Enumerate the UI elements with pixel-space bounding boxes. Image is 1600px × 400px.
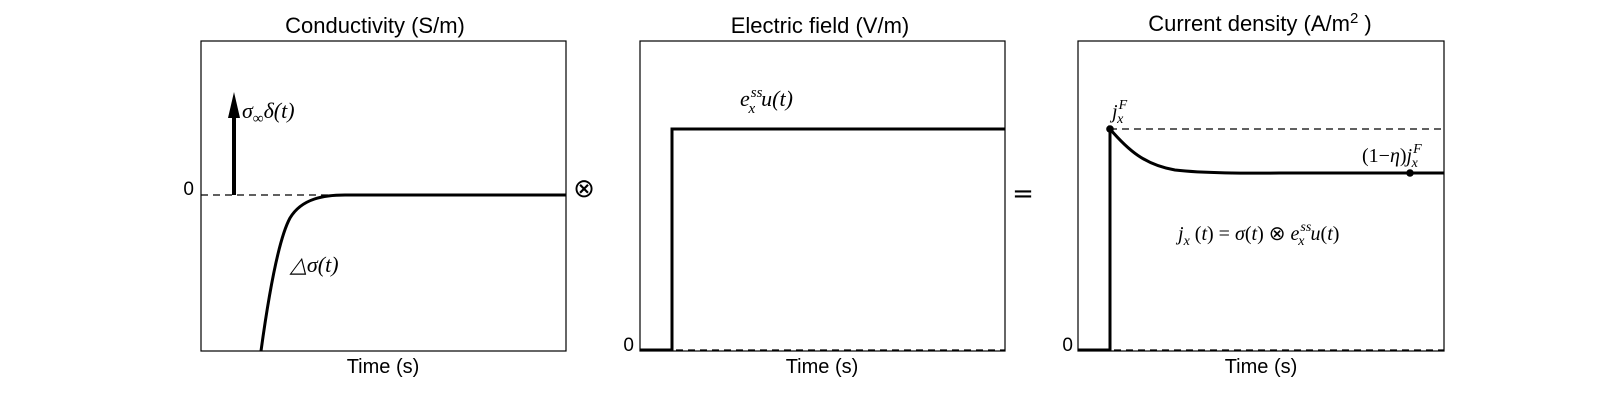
peak-label: jF x xyxy=(1109,98,1128,127)
conductivity-zero-tick: 0 xyxy=(183,179,194,200)
conductivity-title: Conductivity (S/m) xyxy=(285,13,465,38)
peak-marker xyxy=(1106,125,1114,133)
conductivity-panel: Conductivity (S/m) 0 σ∞δ(t) △σ(t) Time (… xyxy=(183,13,567,378)
impulse-arrow-head xyxy=(228,92,240,118)
delta-sigma-label: △σ(t) xyxy=(289,252,339,277)
equals-operator: = xyxy=(1012,179,1034,209)
electric-field-x-label: Time (s) xyxy=(786,356,859,378)
current-density-x-label: Time (s) xyxy=(1225,356,1298,378)
current-density-zero-tick: 0 xyxy=(1062,335,1073,356)
convolution-equation: jx (t) = σ(t) ⊗ ess x u(t) xyxy=(1175,220,1339,249)
impulse-label: σ∞δ(t) xyxy=(242,98,295,127)
current-density-curve xyxy=(1078,124,1444,352)
step-function-curve xyxy=(640,127,1005,352)
steady-state-marker xyxy=(1406,169,1414,177)
conductivity-curve xyxy=(259,193,566,352)
convolution-operator: ⊗ xyxy=(573,174,595,204)
electric-field-title: Electric field (V/m) xyxy=(731,13,909,38)
step-label: ess x u(t) xyxy=(740,85,793,117)
current-density-title: Current density (A/m2 ) xyxy=(1148,10,1372,36)
conductivity-x-label: Time (s) xyxy=(347,356,420,378)
current-density-plot-frame xyxy=(1077,40,1445,352)
steady-state-label: (1−η)jF x xyxy=(1362,142,1422,171)
current-density-panel: Current density (A/m2 ) 0 jF x (1−η)jF x j… xyxy=(1062,10,1445,378)
electric-field-panel: Electric field (V/m) 0 ess x u(t) Time (s) xyxy=(623,13,1006,378)
electric-field-plot-frame xyxy=(639,40,1006,352)
electric-field-zero-tick: 0 xyxy=(623,335,634,356)
